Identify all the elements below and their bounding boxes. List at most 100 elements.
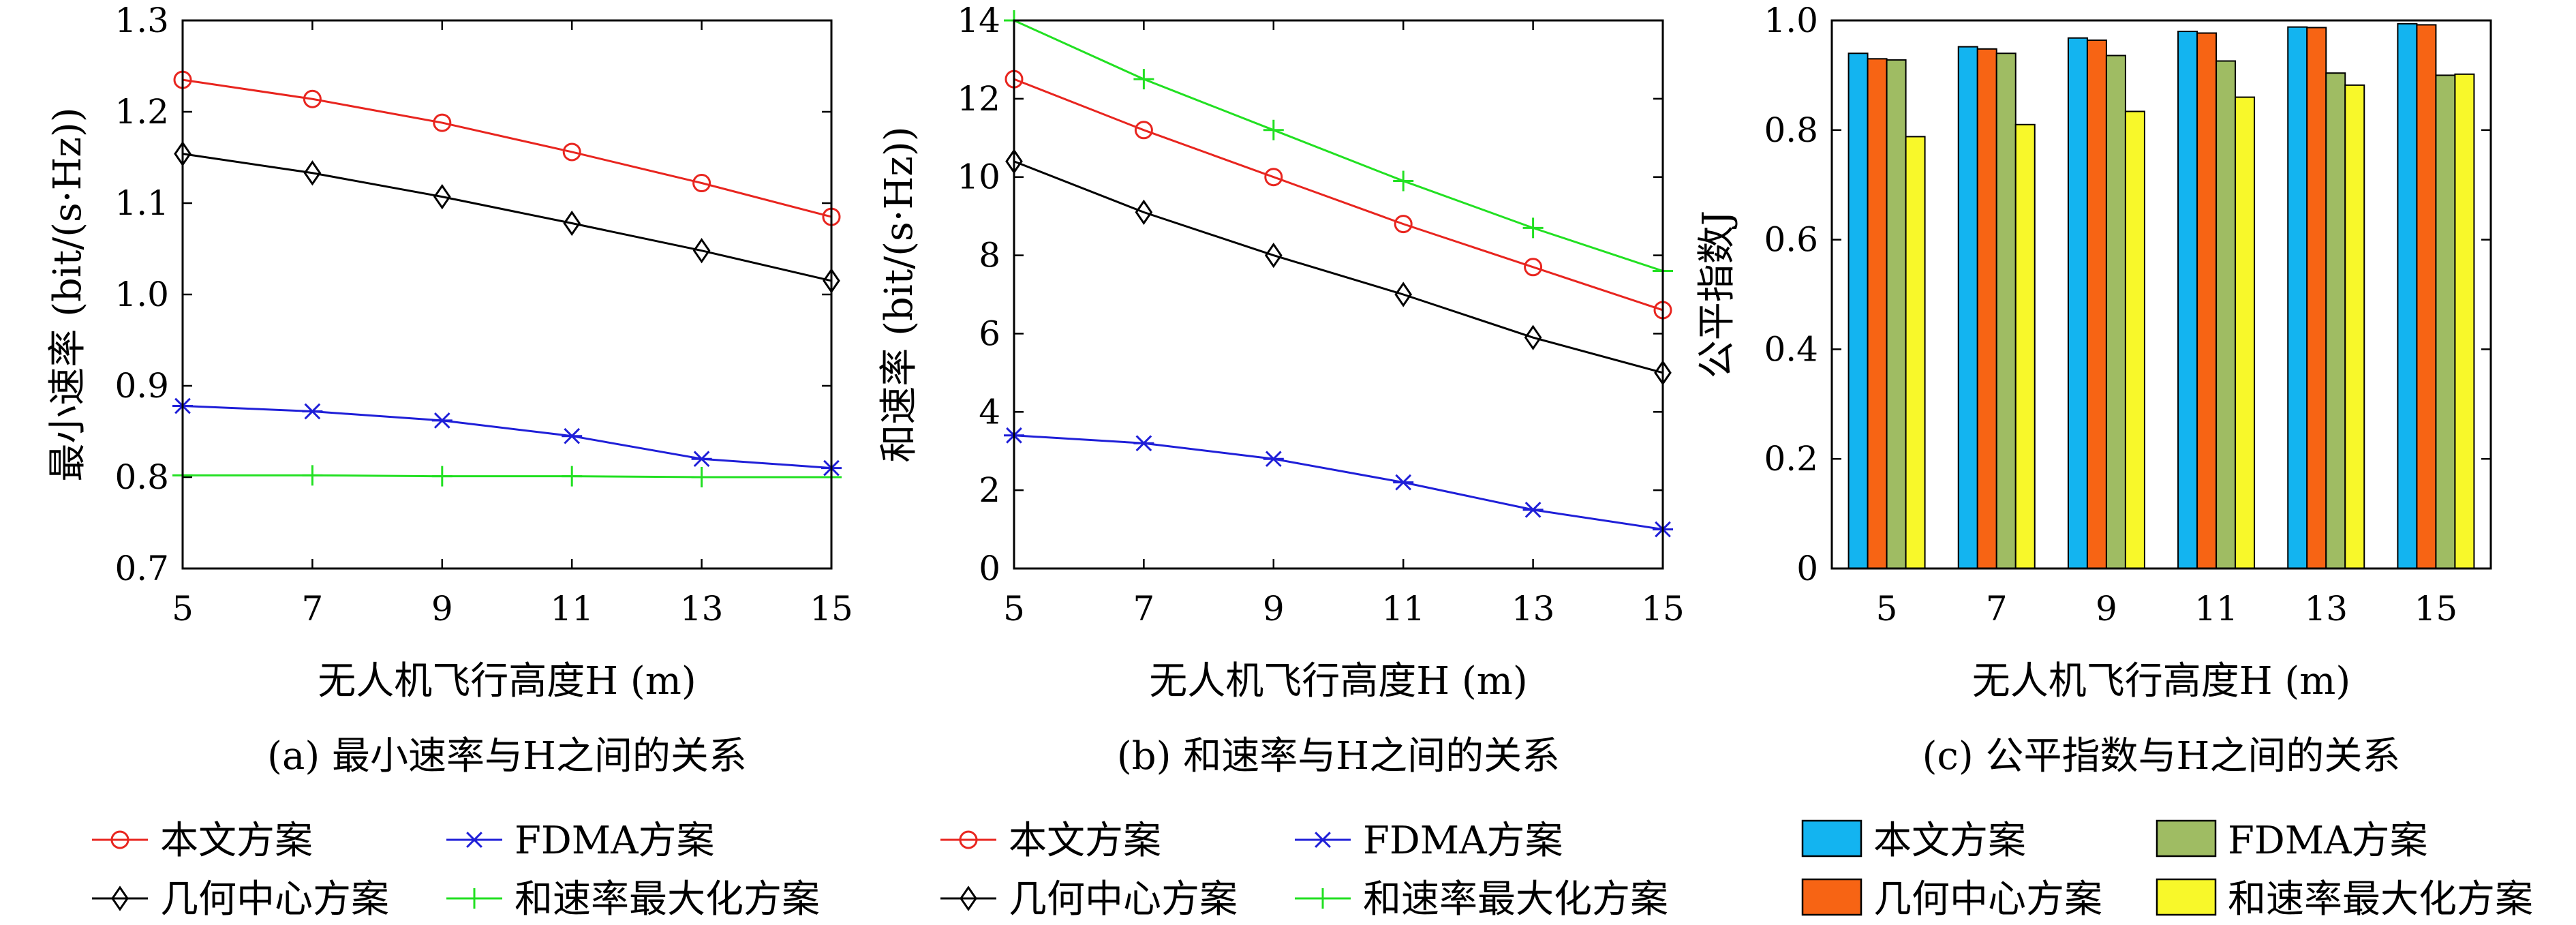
bar	[2215, 60, 2237, 570]
legend-swatch	[1801, 819, 1862, 858]
x-tick-label: 13	[680, 589, 724, 628]
series-4	[1004, 10, 1673, 282]
data-point	[1394, 215, 1413, 234]
y-tick-label: 0.7	[114, 549, 169, 588]
legend-marker	[110, 830, 129, 849]
data-point	[691, 451, 712, 468]
x-axis-label: 无人机飞行高度H (m)	[1149, 659, 1527, 703]
y-tick-label: 6	[979, 314, 1000, 353]
legend-item: 几何中心方案	[940, 877, 1238, 922]
series-line	[1013, 78, 1663, 312]
legend-label: 几何中心方案	[1873, 877, 2102, 922]
bar	[2454, 73, 2475, 570]
chart-2: 0 2 4 6 8 10 12 14 5 7 9 11 13 15 无人机飞行高度H (m) 和速率 (bit…	[877, 1, 1685, 922]
data-point	[1133, 435, 1154, 452]
x-tick-label: 15	[2414, 589, 2458, 628]
y-tick-label: 14	[957, 1, 1000, 40]
legend-marker	[1313, 832, 1333, 848]
y-tick-label: 1.0	[1764, 1, 1818, 40]
series-line	[1013, 19, 1663, 272]
y-tick-label: 0.4	[1764, 329, 1818, 369]
y-axis-label: 最小速率 (bit/(s·Hz))	[46, 107, 90, 481]
data-point	[1263, 119, 1284, 140]
data-point	[1134, 121, 1153, 140]
legend-swatch	[2156, 819, 2217, 858]
x-tick-label: 7	[1133, 589, 1154, 628]
plot-frame	[1830, 19, 2492, 570]
legend-label: 本文方案	[1009, 819, 1161, 863]
data-point	[1393, 170, 1414, 192]
legend-label: FDMA方案	[1363, 819, 1563, 863]
x-tick-label: 7	[1986, 589, 2008, 628]
legend-marker	[1313, 888, 1333, 909]
bar	[2325, 72, 2346, 569]
subfigure-caption: (c) 公平指数与H之间的关系	[1922, 734, 2401, 778]
data-point	[1133, 69, 1154, 90]
legend-item: 几何中心方案	[92, 877, 389, 922]
plot-frame	[1013, 19, 1664, 570]
data-point	[431, 412, 453, 429]
bar	[2287, 26, 2308, 569]
data-point	[692, 238, 711, 264]
data-point	[1524, 258, 1543, 277]
bar	[1847, 52, 1869, 570]
legend-label: 和速率最大化方案	[2228, 877, 2533, 922]
series-3	[174, 140, 840, 294]
data-point	[691, 467, 712, 487]
y-tick-label: 4	[979, 392, 1000, 431]
series-line	[1013, 160, 1663, 374]
bar	[2235, 96, 2256, 569]
x-tick-label: 9	[2096, 589, 2117, 628]
bar	[2344, 84, 2365, 569]
bar	[1976, 48, 1997, 570]
series-line	[1013, 434, 1663, 531]
series-2	[1004, 427, 1673, 538]
series-3	[1005, 149, 1672, 386]
bar	[2177, 31, 2198, 569]
data-point	[302, 465, 323, 486]
legend-item: 和速率最大化方案	[446, 877, 820, 922]
y-tick-label: 12	[957, 79, 1000, 119]
y-tick-label: 1.0	[114, 275, 169, 314]
x-tick-label: 5	[1003, 589, 1025, 628]
y-tick-label: 2	[979, 470, 1000, 510]
data-point	[1264, 242, 1283, 269]
data-point	[1394, 282, 1413, 307]
data-point	[562, 427, 583, 444]
x-tick-label: 5	[1876, 589, 1898, 628]
subfigure-caption: (b) 和速率与H之间的关系	[1117, 734, 1560, 778]
legend-item: FDMA方案	[1295, 819, 1563, 863]
legend-marker	[464, 888, 485, 909]
x-tick-label: 5	[172, 589, 194, 628]
y-tick-label: 1.1	[114, 183, 169, 223]
subfigure-caption: (a) 最小速率与H之间的关系	[267, 734, 747, 778]
legend-marker	[959, 830, 978, 849]
data-point	[1393, 474, 1414, 491]
legend-label: 本文方案	[1873, 819, 2026, 863]
bar	[2105, 55, 2126, 570]
series-line	[182, 404, 832, 470]
data-point	[303, 89, 322, 108]
x-tick-label: 13	[2304, 589, 2348, 628]
data-point	[431, 466, 453, 487]
y-tick-label: 0.9	[114, 366, 169, 406]
x-tick-label: 15	[810, 589, 853, 628]
series-1	[173, 70, 841, 226]
data-point	[563, 210, 581, 237]
series-line	[182, 78, 832, 218]
legend-item: 本文方案	[940, 819, 1161, 863]
legend-swatch	[1801, 878, 1862, 916]
bar	[2086, 39, 2107, 570]
bar	[1995, 52, 2017, 570]
bar	[2435, 74, 2456, 569]
legend-label: 本文方案	[160, 819, 313, 863]
y-tick-label: 0	[1796, 549, 1818, 588]
data-point	[1522, 501, 1544, 518]
bar	[2416, 24, 2437, 569]
data-point	[562, 142, 581, 162]
y-tick-label: 0.2	[1764, 439, 1818, 479]
bar	[1957, 46, 1978, 570]
y-tick-label: 0	[979, 549, 1000, 588]
